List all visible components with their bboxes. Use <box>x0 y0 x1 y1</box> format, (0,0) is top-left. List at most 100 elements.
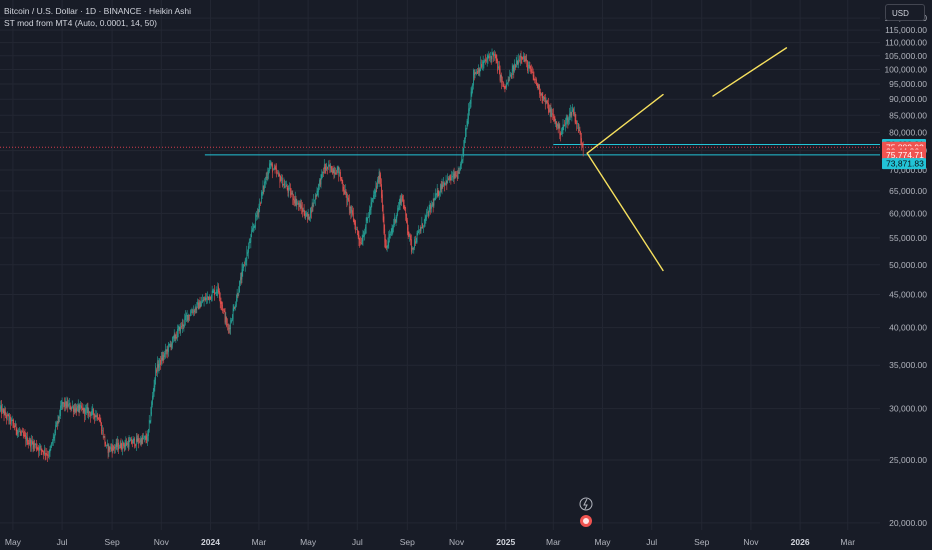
candle-body <box>123 445 125 448</box>
candle-body <box>395 216 397 222</box>
candle-body <box>457 175 458 179</box>
candle-body <box>541 93 543 98</box>
candle-body <box>163 356 165 358</box>
candle-body <box>195 308 197 310</box>
time-tick-label: Jul <box>352 537 363 547</box>
candle-body <box>63 402 65 404</box>
candle-body <box>112 444 114 452</box>
candle-body <box>27 442 29 444</box>
candle-body <box>335 172 336 175</box>
trend-drawings[interactable] <box>586 47 788 272</box>
candle-body <box>421 222 423 229</box>
candle-body <box>158 364 160 368</box>
candle-body <box>331 170 333 174</box>
candle-body <box>46 454 48 455</box>
candle-body <box>106 444 108 446</box>
candle-body <box>115 441 117 448</box>
candle-body <box>432 203 434 207</box>
candle-body <box>495 55 497 61</box>
candle-body <box>294 197 296 203</box>
candle-body <box>294 199 295 204</box>
candle-body <box>92 408 94 411</box>
candle-body <box>490 56 492 61</box>
trend-line[interactable] <box>586 152 664 272</box>
indicator-legend[interactable]: ST mod from MT4 (Auto, 0.0001, 14, 50) <box>4 18 157 28</box>
candle-body <box>345 190 347 193</box>
candle-body <box>51 442 52 448</box>
candle-body <box>312 205 314 206</box>
price-tick-label: 40,000.00 <box>889 323 927 333</box>
candle-body <box>314 199 315 201</box>
candle-body <box>454 171 456 178</box>
candle-body <box>50 446 52 450</box>
candle-body <box>529 65 531 69</box>
candle-body <box>238 291 240 295</box>
candle-body <box>39 446 40 451</box>
candle-body <box>332 168 334 173</box>
candle-body <box>316 190 318 197</box>
candle-body <box>303 210 305 215</box>
candle-body <box>157 364 159 369</box>
candle-body <box>76 407 77 413</box>
earnings-event-icon[interactable] <box>579 497 593 511</box>
candle-body <box>248 246 249 253</box>
candle-body <box>48 455 49 457</box>
candle-body <box>52 436 54 443</box>
candle-body <box>361 240 363 244</box>
candle-body <box>564 125 565 126</box>
candle-body <box>467 117 469 124</box>
candle-body <box>582 143 583 146</box>
candle-body <box>411 247 413 249</box>
candle-body <box>237 294 239 296</box>
candle-body <box>168 343 169 352</box>
price-axis[interactable]: 20,000.00 25,000.00 30,000.00 35,000.00 40,0… <box>880 0 932 550</box>
candle-body <box>499 68 501 81</box>
candle-body <box>44 449 45 454</box>
candle-body <box>186 314 188 316</box>
candle-body <box>7 414 9 416</box>
candle-body <box>14 425 15 428</box>
candle-body <box>409 235 411 237</box>
candle-body <box>534 78 536 80</box>
candle-body <box>162 355 164 360</box>
candle-body <box>260 202 261 204</box>
candle-body <box>369 209 370 218</box>
candle-body <box>527 60 528 71</box>
event-markers[interactable] <box>579 497 593 527</box>
candle-body <box>296 202 298 204</box>
candle-body <box>483 61 485 63</box>
candle-body <box>548 110 550 113</box>
candle-body <box>114 447 115 449</box>
candle-body <box>469 107 470 112</box>
candle-body <box>282 184 284 186</box>
price-tick-label: 85,000.00 <box>889 110 927 120</box>
candle-body <box>319 180 320 186</box>
candle-body <box>447 176 448 184</box>
candle-body <box>231 318 233 321</box>
candle-body <box>90 414 92 416</box>
candle-body <box>550 109 552 119</box>
candle-body <box>60 405 62 409</box>
trend-line[interactable] <box>712 47 788 97</box>
price-tick-label: 105,000.00 <box>884 51 927 61</box>
candle-body <box>269 164 271 166</box>
candle-body <box>165 349 166 355</box>
candle-body <box>232 308 234 320</box>
candle-body <box>443 182 444 186</box>
candle-body <box>464 137 465 144</box>
candle-body <box>186 315 187 317</box>
candle-body <box>4 410 6 415</box>
time-axis[interactable]: May Jul Sep Nov 2024 Mar May Jul Sep Nov 2025 Mar Ma… <box>0 530 932 550</box>
candle-body <box>435 193 436 200</box>
candle-body <box>198 302 199 310</box>
candle-body <box>206 297 207 300</box>
trend-line[interactable] <box>586 93 664 154</box>
candle-body <box>88 410 90 414</box>
candle-body <box>230 320 232 329</box>
candle-body <box>476 70 478 74</box>
candle-body <box>471 88 473 95</box>
candle-body <box>67 402 69 408</box>
candle-body <box>241 269 243 280</box>
currency-button[interactable]: USD <box>885 4 925 21</box>
